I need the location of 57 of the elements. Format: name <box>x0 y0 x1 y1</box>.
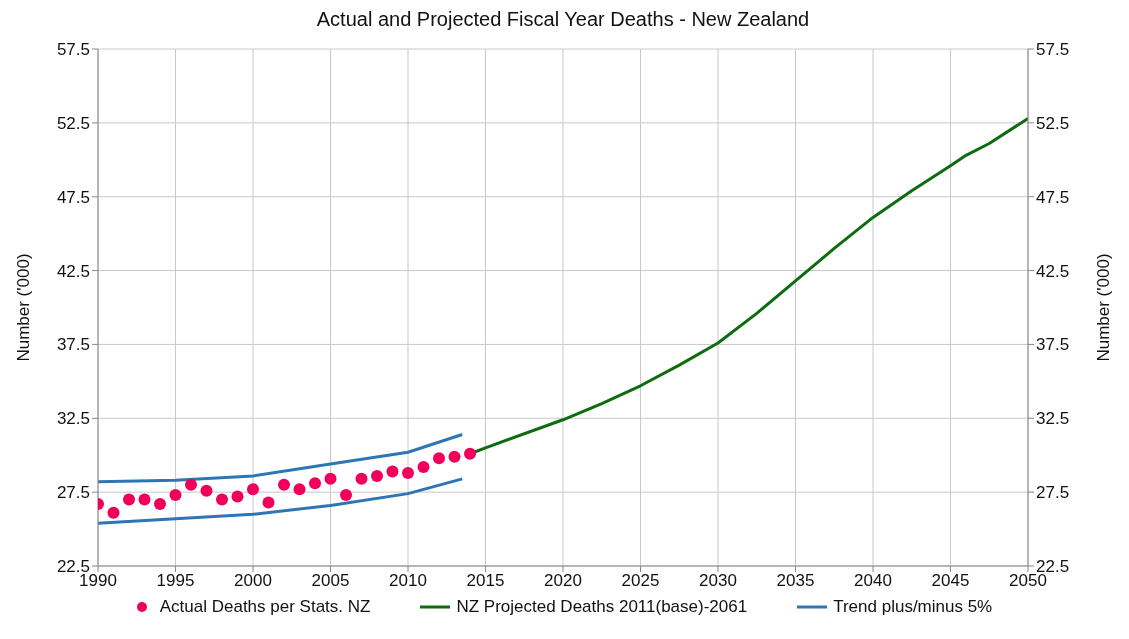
y2-tick-label: 57.5 <box>1036 40 1070 60</box>
x-tick-label: 2030 <box>699 571 737 591</box>
x-tick-label: 2045 <box>931 571 970 591</box>
y2-tick-label: 52.5 <box>1036 113 1070 133</box>
x-tick-label: 1995 <box>156 571 195 591</box>
point <box>355 472 368 485</box>
x-tick-label: 2025 <box>621 571 660 591</box>
y-tick-label: 42.5 <box>56 261 90 281</box>
point <box>417 461 430 474</box>
x-tick-label: 2010 <box>389 571 427 591</box>
point <box>324 472 337 485</box>
point <box>231 490 244 503</box>
line-series <box>98 477 464 525</box>
point <box>293 483 306 496</box>
point <box>107 506 120 519</box>
line-series <box>98 433 464 484</box>
chart-title: Actual and Projected Fiscal Year Deaths - New Zealand <box>315 8 811 31</box>
y-tick-label: 27.5 <box>56 483 90 503</box>
y2-tick-label: 32.5 <box>1036 409 1070 429</box>
point <box>278 478 290 491</box>
point <box>138 493 151 506</box>
legend-label: Actual Deaths per Stats. NZ <box>159 597 371 617</box>
x-tick-label: 2020 <box>544 571 582 591</box>
point <box>309 477 321 490</box>
point <box>247 483 259 496</box>
point <box>123 493 135 506</box>
y2-tick-label: 27.5 <box>1036 483 1070 503</box>
point <box>433 452 445 465</box>
x-tick-label: 2000 <box>234 571 272 591</box>
point <box>371 469 383 482</box>
legend-label: NZ Projected Deaths 2011(base)-2061 <box>456 597 748 617</box>
point <box>200 484 213 497</box>
y-tick-label: 47.5 <box>56 187 90 207</box>
x-tick-label: 2040 <box>854 571 892 591</box>
y2-tick-label: 42.5 <box>1036 261 1070 281</box>
y2-tick-label: 47.5 <box>1036 187 1070 207</box>
point <box>386 465 399 478</box>
y-tick-label: 37.5 <box>56 335 90 355</box>
y-tick-label: 32.5 <box>56 409 90 429</box>
x-tick-label: 2035 <box>776 571 815 591</box>
point <box>402 466 414 479</box>
y-tick-label: 52.5 <box>56 113 90 133</box>
point <box>340 489 352 502</box>
y-tick-label: 57.5 <box>56 40 90 60</box>
legend-label: Trend plus/minus 5% <box>833 597 993 617</box>
point <box>185 478 197 491</box>
point <box>464 447 476 460</box>
y2-axis-title: Number ('000) <box>1094 253 1114 362</box>
point <box>448 450 461 463</box>
point <box>169 489 182 502</box>
x-tick-label: 2015 <box>466 571 505 591</box>
point <box>262 496 275 509</box>
point <box>216 493 228 506</box>
point <box>154 497 166 510</box>
y2-tick-label: 37.5 <box>1036 335 1070 355</box>
y-axis-title: Number ('000) <box>14 253 34 362</box>
x-tick-label: 2005 <box>311 571 350 591</box>
